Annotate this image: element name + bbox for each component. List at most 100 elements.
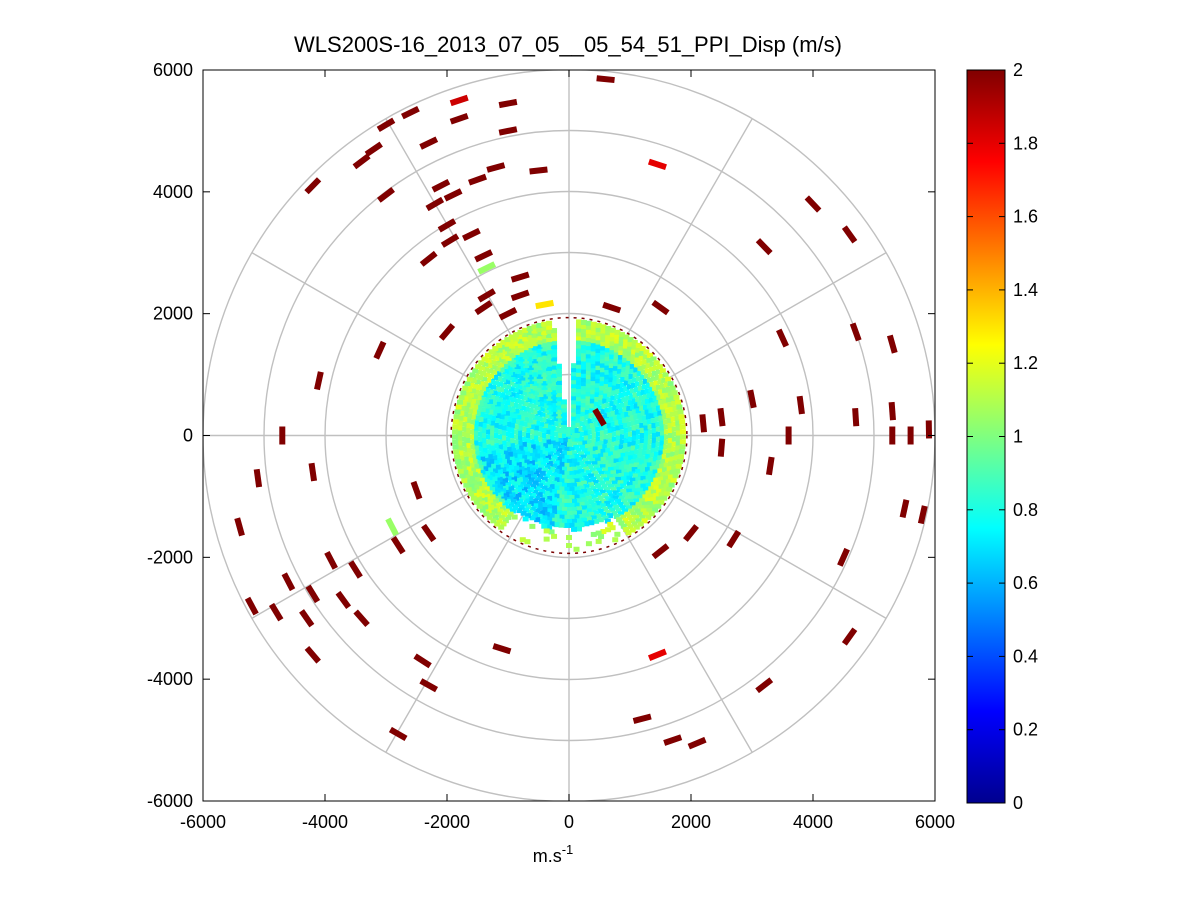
core-cell [522, 477, 529, 483]
core-cell [627, 341, 634, 347]
core-cell [585, 395, 592, 401]
core-cell [525, 490, 532, 496]
core-cell [479, 386, 486, 392]
core-cell [659, 425, 666, 431]
core-cell [561, 441, 567, 447]
core-cell [647, 501, 654, 507]
core-cell [590, 485, 597, 491]
core-cell [571, 466, 578, 472]
core-cell [555, 363, 562, 369]
core-cell [643, 430, 650, 436]
core-cell [580, 411, 587, 417]
core-cell [666, 413, 673, 419]
core-cell [553, 522, 560, 528]
core-cell [496, 347, 503, 353]
core-cell [575, 408, 582, 414]
core-cell [558, 486, 565, 492]
core-cell [555, 465, 562, 471]
core-cell [660, 480, 667, 486]
core-cell [473, 373, 480, 379]
core-cell [626, 355, 633, 361]
core-cell [658, 484, 665, 490]
core-cell [469, 449, 476, 455]
core-cell [674, 415, 681, 421]
core-cell [486, 363, 493, 369]
core-cell [617, 359, 624, 365]
core-cell [608, 377, 615, 383]
core-cell [493, 380, 500, 386]
core-cell [560, 407, 567, 413]
core-cell [546, 382, 553, 388]
core-cell [613, 399, 620, 405]
data-point [324, 551, 338, 570]
core-cell [528, 413, 535, 419]
core-cell [620, 413, 627, 419]
core-cell [566, 543, 572, 548]
core-cell [613, 466, 620, 472]
data-point [925, 420, 933, 439]
core-cell [575, 448, 582, 454]
core-cell [571, 363, 578, 369]
core-cell [598, 395, 605, 401]
core-cell [643, 349, 650, 355]
core-cell [671, 446, 678, 452]
core-cell [566, 507, 572, 512]
core-cell [661, 488, 668, 493]
core-cell [594, 387, 601, 393]
core-cell [481, 402, 488, 408]
core-cell [544, 418, 551, 424]
core-cell [496, 444, 503, 450]
core-cell [630, 354, 637, 360]
core-cell [576, 327, 583, 333]
core-cell [523, 493, 530, 499]
core-cell [615, 389, 622, 395]
core-cell [619, 439, 626, 445]
core-cell [497, 357, 504, 363]
core-cell [463, 406, 470, 412]
core-cell [613, 504, 620, 510]
core-cell [643, 479, 650, 485]
core-cell [675, 420, 682, 426]
core-cell [536, 513, 543, 519]
core-cell [611, 426, 618, 432]
core-cell [675, 440, 682, 446]
core-cell [492, 350, 499, 356]
core-cell [505, 514, 512, 520]
core-cell [502, 363, 509, 369]
core-cell [551, 356, 558, 362]
core-cell [658, 499, 665, 505]
core-cell [655, 441, 662, 447]
core-cell [456, 445, 463, 451]
core-cell [655, 496, 662, 502]
core-cell [541, 325, 548, 331]
core-cell [602, 444, 609, 450]
core-cell [639, 395, 646, 401]
core-cell [560, 506, 567, 512]
core-cell [603, 413, 610, 419]
core-cell [487, 497, 494, 503]
core-cell [645, 514, 652, 520]
core-cell [518, 356, 525, 362]
core-cell [651, 442, 658, 448]
core-cell [575, 351, 582, 357]
core-cell [570, 428, 577, 434]
core-cell [481, 391, 488, 397]
core-cell [467, 392, 474, 398]
core-cell [523, 367, 530, 373]
core-cell [476, 426, 483, 432]
core-cell [527, 496, 534, 502]
data-point [486, 162, 506, 173]
core-cell [498, 387, 505, 393]
core-cell [516, 508, 523, 514]
core-cell [550, 505, 557, 511]
core-cell [575, 343, 582, 349]
core-cell [614, 343, 621, 349]
core-cell [575, 413, 582, 419]
core-cell [519, 370, 526, 376]
core-cell [534, 460, 541, 466]
core-cell [520, 385, 527, 391]
core-cell [572, 433, 578, 438]
core-cell [590, 450, 597, 456]
core-cell [541, 442, 548, 448]
